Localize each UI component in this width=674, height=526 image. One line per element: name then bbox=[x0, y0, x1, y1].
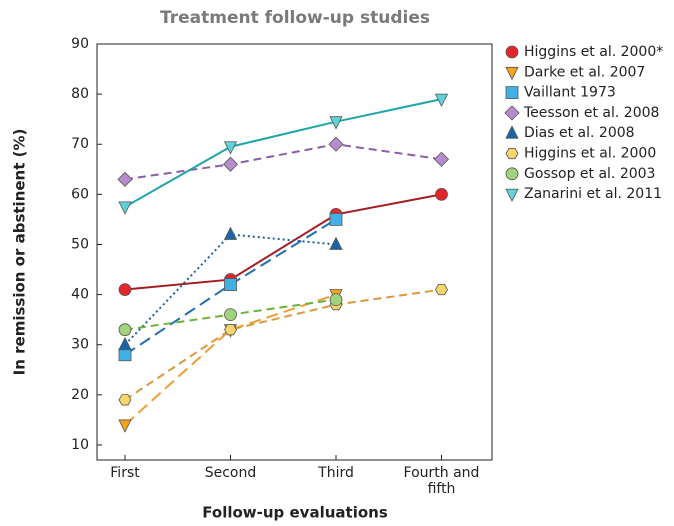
marker bbox=[118, 283, 132, 296]
x-tick-label: First bbox=[110, 465, 140, 481]
marker bbox=[329, 293, 343, 307]
marker bbox=[224, 308, 237, 322]
marker bbox=[505, 188, 519, 202]
marker bbox=[118, 201, 132, 215]
legend-label: Higgins et al. 2000 bbox=[524, 146, 656, 162]
marker bbox=[224, 324, 237, 336]
legend-label: Vaillant 1973 bbox=[524, 85, 616, 101]
marker bbox=[117, 171, 133, 187]
chart-title: Treatment follow-up studies bbox=[160, 8, 430, 28]
marker bbox=[118, 348, 132, 362]
legend-label: Higgins et al. 2000* bbox=[524, 44, 663, 60]
marker bbox=[328, 136, 344, 152]
marker bbox=[433, 151, 450, 167]
marker bbox=[118, 336, 132, 351]
marker bbox=[222, 156, 239, 172]
marker bbox=[224, 278, 237, 291]
marker bbox=[504, 105, 520, 121]
x-tick-label: Second bbox=[204, 465, 257, 481]
legend-label: Gossop et al. 2003 bbox=[524, 166, 655, 182]
series-line bbox=[124, 233, 337, 346]
marker bbox=[118, 323, 132, 337]
y-tick-label: 50 bbox=[71, 236, 89, 252]
y-tick-label: 20 bbox=[71, 387, 89, 403]
y-tick-label: 10 bbox=[71, 437, 89, 453]
marker bbox=[505, 167, 519, 181]
marker bbox=[118, 394, 132, 406]
y-tick-label: 30 bbox=[71, 337, 89, 353]
series-line bbox=[124, 288, 442, 401]
series-line bbox=[124, 98, 442, 208]
marker bbox=[223, 141, 238, 155]
y-tick-label: 90 bbox=[71, 36, 89, 52]
y-tick-label: 80 bbox=[71, 86, 89, 102]
series-line bbox=[124, 193, 442, 291]
x-tick-label: Third bbox=[318, 465, 354, 481]
x-axis-label: Follow-up evaluations bbox=[202, 504, 388, 522]
series-line bbox=[124, 143, 442, 181]
legend-label: Teesson et al. 2008 bbox=[523, 105, 659, 121]
marker bbox=[505, 147, 519, 160]
plot-frame bbox=[96, 43, 493, 461]
marker bbox=[223, 226, 238, 240]
marker bbox=[505, 86, 519, 99]
marker bbox=[505, 45, 519, 59]
marker bbox=[434, 93, 449, 108]
marker bbox=[329, 236, 343, 250]
legend-label: Darke et al. 2007 bbox=[524, 64, 645, 80]
marker bbox=[329, 213, 343, 226]
marker bbox=[329, 116, 343, 130]
marker bbox=[118, 419, 132, 433]
y-axis-label: In remission or abstinent (%) bbox=[11, 129, 29, 376]
series-line bbox=[124, 293, 337, 426]
y-tick-label: 40 bbox=[71, 287, 89, 303]
marker bbox=[505, 125, 519, 139]
y-tick-label: 60 bbox=[71, 186, 89, 202]
x-tick-label: Fourth and fifth bbox=[403, 465, 480, 497]
marker bbox=[435, 283, 448, 296]
legend-label: Zanarini et al. 2011 bbox=[524, 186, 662, 202]
legend-label: Dias et al. 2008 bbox=[524, 125, 635, 141]
marker bbox=[505, 66, 519, 81]
marker bbox=[435, 187, 448, 201]
y-tick-label: 70 bbox=[71, 136, 89, 152]
